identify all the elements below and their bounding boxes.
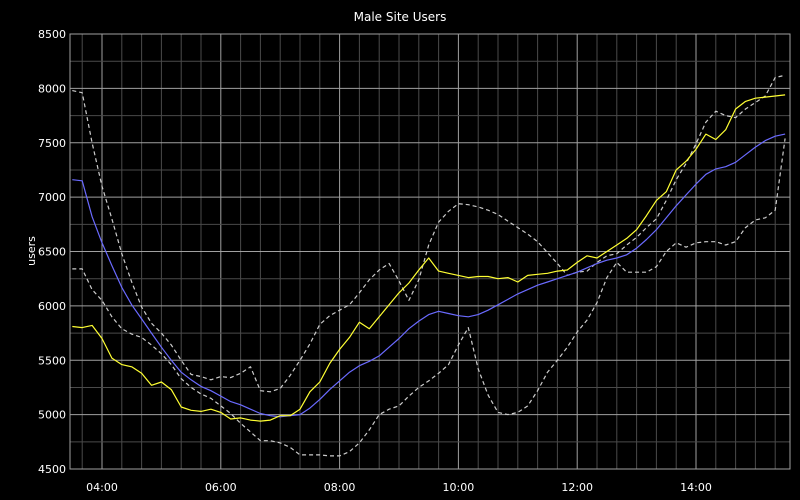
- y-tick-label: 8500: [38, 28, 66, 41]
- x-tick-label: 10:00: [443, 481, 475, 494]
- x-tick-label: 08:00: [324, 481, 356, 494]
- series-group: [72, 74, 786, 457]
- y-tick-labels: 4500 5000 5500 6000 6500 7000 7500 8000 8500: [38, 28, 66, 476]
- series-line-lower: [72, 138, 786, 457]
- y-tick-label: 7000: [38, 191, 66, 204]
- x-tick-label: 06:00: [205, 481, 237, 494]
- plot-frame: [69, 33, 791, 470]
- y-tick-label: 4500: [38, 463, 66, 476]
- series-line-upper: [72, 74, 786, 393]
- y-tick-label: 8000: [38, 82, 66, 95]
- chart-title: Male Site Users: [354, 10, 447, 24]
- grid: [70, 33, 790, 470]
- y-tick-label: 6500: [38, 246, 66, 259]
- x-tick-label: 12:00: [561, 481, 593, 494]
- x-tick-labels: 04:00 06:00 08:00 10:00 12:00 14:00: [86, 481, 712, 494]
- y-axis-label: users: [25, 236, 38, 266]
- y-tick-label: 7500: [38, 137, 66, 150]
- y-tick-label: 6000: [38, 300, 66, 313]
- y-tick-label: 5500: [38, 354, 66, 367]
- x-tick-label: 04:00: [86, 481, 118, 494]
- x-tick-label: 14:00: [680, 481, 712, 494]
- y-tick-label: 5000: [38, 409, 66, 422]
- series-line-actual: [72, 94, 786, 422]
- series-line-forecast: [72, 133, 786, 418]
